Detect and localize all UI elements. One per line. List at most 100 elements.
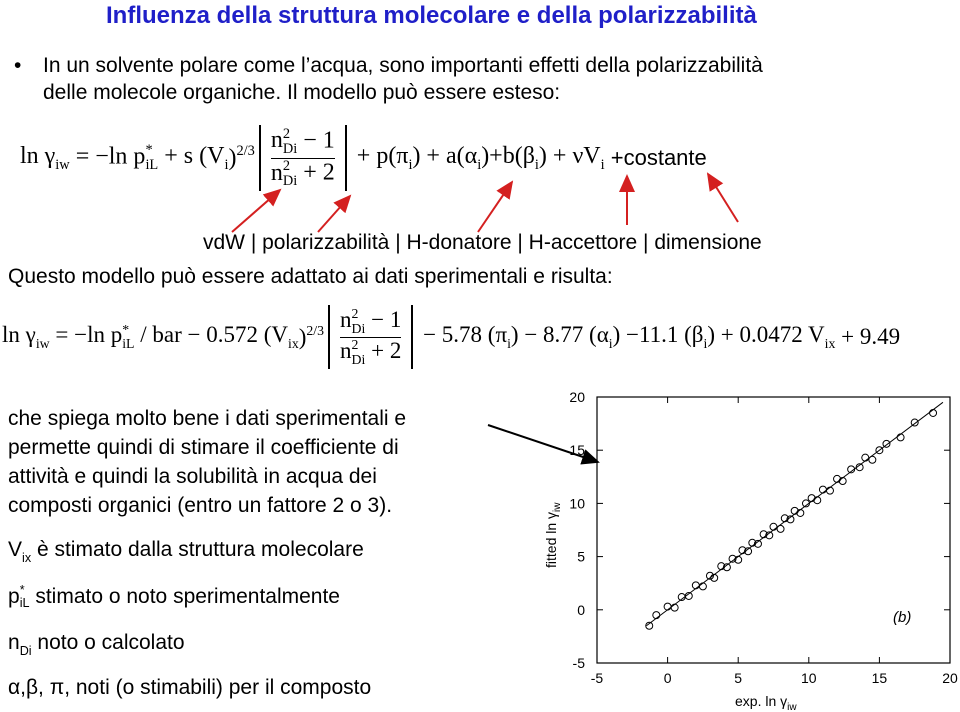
script: * iL bbox=[122, 321, 134, 352]
text-line: composti organici (entro un fattore 2 o … bbox=[8, 494, 393, 517]
data-point bbox=[896, 433, 905, 442]
token-text: / bar − 0.572 (V bbox=[134, 322, 288, 348]
data-point bbox=[838, 477, 847, 486]
y-tick-label: 0 bbox=[577, 602, 585, 618]
data-point bbox=[786, 515, 795, 524]
token-text: + 2 bbox=[365, 338, 402, 363]
token: n 2 Di bbox=[340, 337, 365, 366]
data-point bbox=[738, 546, 747, 555]
superscript: * bbox=[122, 321, 130, 337]
token-text: noto o calcolato bbox=[31, 631, 185, 654]
token-text: − 5.78 (π bbox=[417, 322, 508, 348]
script: 2 Di bbox=[351, 337, 366, 367]
data-point bbox=[734, 555, 743, 564]
subscript: iL bbox=[19, 596, 30, 611]
script: ix bbox=[824, 336, 836, 352]
subscript: i bbox=[600, 157, 605, 174]
subscript: ix bbox=[22, 550, 32, 565]
token: ) + νV i bbox=[539, 143, 605, 174]
annotation: (b) bbox=[893, 609, 911, 626]
token: stimato o noto sperimentalmente bbox=[30, 585, 340, 608]
token: ) −11.1 (β i bbox=[613, 322, 708, 352]
token: + s (V i bbox=[158, 143, 228, 174]
token-text: + 2 bbox=[297, 159, 335, 186]
token-text: − 1 bbox=[365, 306, 402, 332]
token-text: n bbox=[270, 159, 283, 186]
script: 2 Di bbox=[283, 158, 297, 189]
subscript: ix bbox=[824, 336, 836, 352]
superscript: 2 bbox=[351, 337, 359, 353]
data-point bbox=[813, 496, 822, 505]
token: ) 2/3 bbox=[228, 143, 254, 172]
token-text: n bbox=[340, 306, 352, 332]
data-point bbox=[677, 593, 686, 602]
bullet-mark: • bbox=[14, 54, 22, 77]
superscript: 2 bbox=[351, 306, 359, 322]
token-text: + p(π bbox=[350, 142, 409, 169]
subscript: iL bbox=[145, 157, 159, 173]
subscript: i bbox=[507, 336, 511, 352]
data-point bbox=[691, 581, 700, 590]
token: = −ln p * iL bbox=[69, 141, 159, 173]
token: / bar − 0.572 (V ix bbox=[134, 322, 298, 352]
token: )+b(β i bbox=[481, 143, 539, 174]
superscript: * bbox=[145, 141, 153, 158]
token-text: = −ln p bbox=[69, 143, 146, 170]
token: ) − 8.77 (α i bbox=[511, 322, 613, 352]
data-point bbox=[698, 582, 707, 591]
data-point bbox=[670, 603, 679, 612]
token: α,β, π, noti (o stimabili) per il compos… bbox=[8, 676, 371, 699]
x-tick-label: 0 bbox=[664, 670, 672, 686]
token: noto o calcolato bbox=[31, 631, 185, 654]
data-point bbox=[705, 571, 714, 580]
data-point bbox=[780, 514, 789, 523]
script: 2/3 bbox=[306, 323, 324, 338]
subscript: Di bbox=[282, 140, 298, 157]
data-point bbox=[801, 499, 810, 508]
token: n 2 Di bbox=[270, 126, 297, 156]
data-point bbox=[807, 494, 816, 503]
script: ix bbox=[22, 550, 32, 565]
x-tick-label: 10 bbox=[801, 670, 817, 686]
token: ln γ iw bbox=[20, 143, 70, 174]
denominator: n 2 Di + 2 bbox=[340, 337, 401, 367]
token: n 2 Di bbox=[340, 306, 365, 335]
subscript: i bbox=[703, 336, 708, 352]
x-axis-label: exp. ln γiw bbox=[735, 693, 797, 712]
data-point bbox=[818, 485, 827, 494]
token-text: ) bbox=[298, 324, 307, 350]
script: i bbox=[601, 158, 605, 173]
token-text: n bbox=[270, 127, 283, 154]
script: * iL bbox=[145, 141, 159, 173]
note: n Di noto o calcolato bbox=[8, 629, 185, 658]
token-text: è stimato dalla struttura molecolare bbox=[31, 538, 364, 561]
script: ix bbox=[288, 336, 299, 351]
token: + p(π i bbox=[351, 143, 413, 174]
subscript: Di bbox=[351, 320, 366, 336]
data-point bbox=[769, 522, 778, 531]
script: 2 Di bbox=[282, 126, 298, 157]
fraction: n 2 Di − 1 n 2 Di + 2 bbox=[328, 304, 414, 370]
title: Influenza della struttura molecolare e d… bbox=[106, 2, 757, 29]
data-point bbox=[748, 538, 757, 547]
data-point bbox=[710, 573, 719, 582]
note: p * iL stimato o noto sperimentalmente bbox=[8, 583, 340, 611]
script: 2/3 bbox=[236, 143, 254, 159]
text-line: delle molecole organiche. Il modello può… bbox=[43, 81, 561, 104]
script: i bbox=[703, 336, 708, 352]
data-point bbox=[790, 506, 799, 515]
superscript: * bbox=[19, 583, 25, 598]
token: + 2 bbox=[365, 338, 401, 363]
y-label-text: fitted ln γ bbox=[543, 512, 559, 568]
data-point bbox=[776, 524, 785, 533]
data-point bbox=[833, 474, 842, 483]
data-point bbox=[684, 591, 693, 600]
data-point bbox=[759, 530, 768, 539]
fraction: n 2 Di − 1 n 2 Di + 2 bbox=[258, 124, 347, 192]
numerator: n 2 Di − 1 bbox=[340, 306, 402, 338]
x-tick-label: 20 bbox=[942, 670, 958, 686]
subscript: i bbox=[408, 157, 413, 174]
token-text: + 9.49 bbox=[835, 324, 901, 349]
